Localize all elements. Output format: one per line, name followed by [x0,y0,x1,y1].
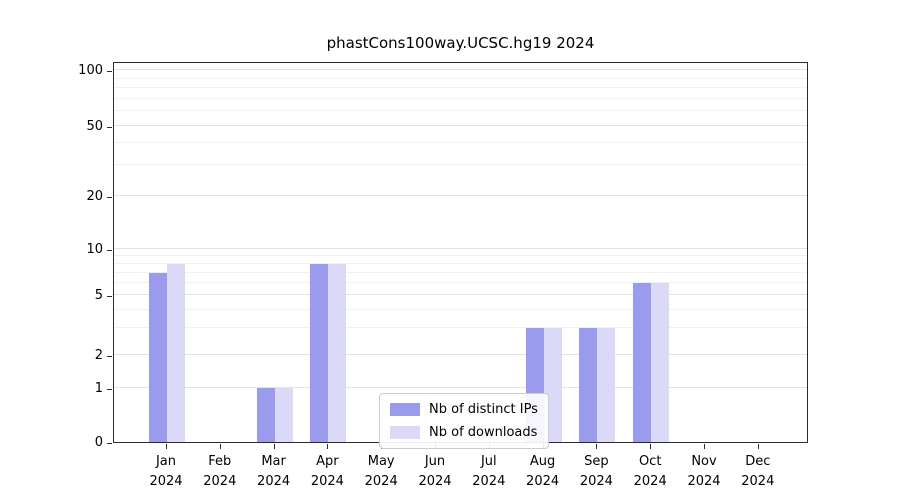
y-tick-mark [107,443,112,444]
minor-gridline [114,87,807,89]
x-tick-label: May 2024 [364,454,398,489]
bar-downloads [597,328,616,442]
major-gridline [114,294,807,295]
y-tick-label: 20 [86,189,103,204]
x-tick-label: Nov 2024 [687,454,721,489]
legend-label: Nb of distinct IPs [429,402,538,417]
chart-title: phastCons100way.UCSC.hg19 2024 [326,34,595,52]
x-tick-label: Apr 2024 [310,454,344,489]
bar-downloads [274,388,293,442]
y-tick-mark [107,197,112,198]
y-tick-label: 10 [86,242,103,257]
y-tick-label: 0 [94,435,103,450]
major-gridline [114,125,807,126]
bar-downloads [167,263,185,442]
y-tick-mark [107,296,112,297]
legend-label: Nb of downloads [429,425,538,440]
x-tick-label: Jun 2024 [418,454,452,489]
y-tick-mark [107,356,112,357]
minor-gridline [114,77,807,79]
legend-entry: Nb of distinct IPs [390,402,538,417]
x-tick-label: Dec 2024 [741,454,775,489]
bar-distinct-ips [579,328,598,442]
plot-area: Nb of distinct IPs Nb of downloads [113,62,808,449]
y-tick-mark [107,250,112,251]
x-tick-label: Aug 2024 [526,454,560,489]
minor-gridline [114,110,807,112]
legend: Nb of distinct IPs Nb of downloads [379,393,549,449]
bar-distinct-ips [256,388,275,442]
bar-distinct-ips [149,272,167,442]
minor-gridline [114,255,807,256]
x-tick-mark [219,444,221,449]
bar-downloads [328,263,347,442]
minor-gridline [114,97,807,99]
x-tick-mark [650,444,652,449]
x-tick-mark [757,444,759,449]
x-tick-mark [596,444,598,449]
x-tick-label: Mar 2024 [257,454,291,489]
minor-gridline [114,308,807,310]
x-tick-label: Sep 2024 [579,454,613,489]
minor-gridline [114,262,807,264]
y-tick-label: 1 [94,381,103,396]
minor-gridline [114,271,807,273]
y-tick-mark [107,71,112,72]
legend-swatch [390,403,420,416]
legend-swatch [390,426,420,439]
y-tick-mark [107,127,112,128]
y-tick-label: 50 [86,119,103,134]
minor-gridline [114,142,807,144]
x-tick-mark [166,444,167,449]
legend-entry: Nb of downloads [390,425,538,440]
major-gridline [114,387,807,388]
x-tick-label: Jan 2024 [149,454,183,489]
y-tick-label: 5 [94,288,103,303]
x-tick-mark [327,444,329,449]
x-tick-mark [704,444,705,449]
y-tick-label: 100 [78,63,103,78]
y-tick-label: 2 [94,348,103,363]
minor-gridline [114,327,807,329]
minor-gridline [114,164,807,166]
x-tick-label: Feb 2024 [203,454,237,489]
x-tick-label: Jul 2024 [472,454,506,489]
bar-distinct-ips [633,282,652,442]
bar-distinct-ips [310,263,329,442]
x-tick-label: Oct 2024 [633,454,667,489]
major-gridline [114,69,807,70]
major-gridline [114,354,807,355]
y-tick-mark [107,389,112,390]
major-gridline [114,248,807,249]
major-gridline [114,195,807,196]
bar-downloads [651,282,670,442]
x-tick-mark [273,444,275,449]
minor-gridline [114,281,807,283]
